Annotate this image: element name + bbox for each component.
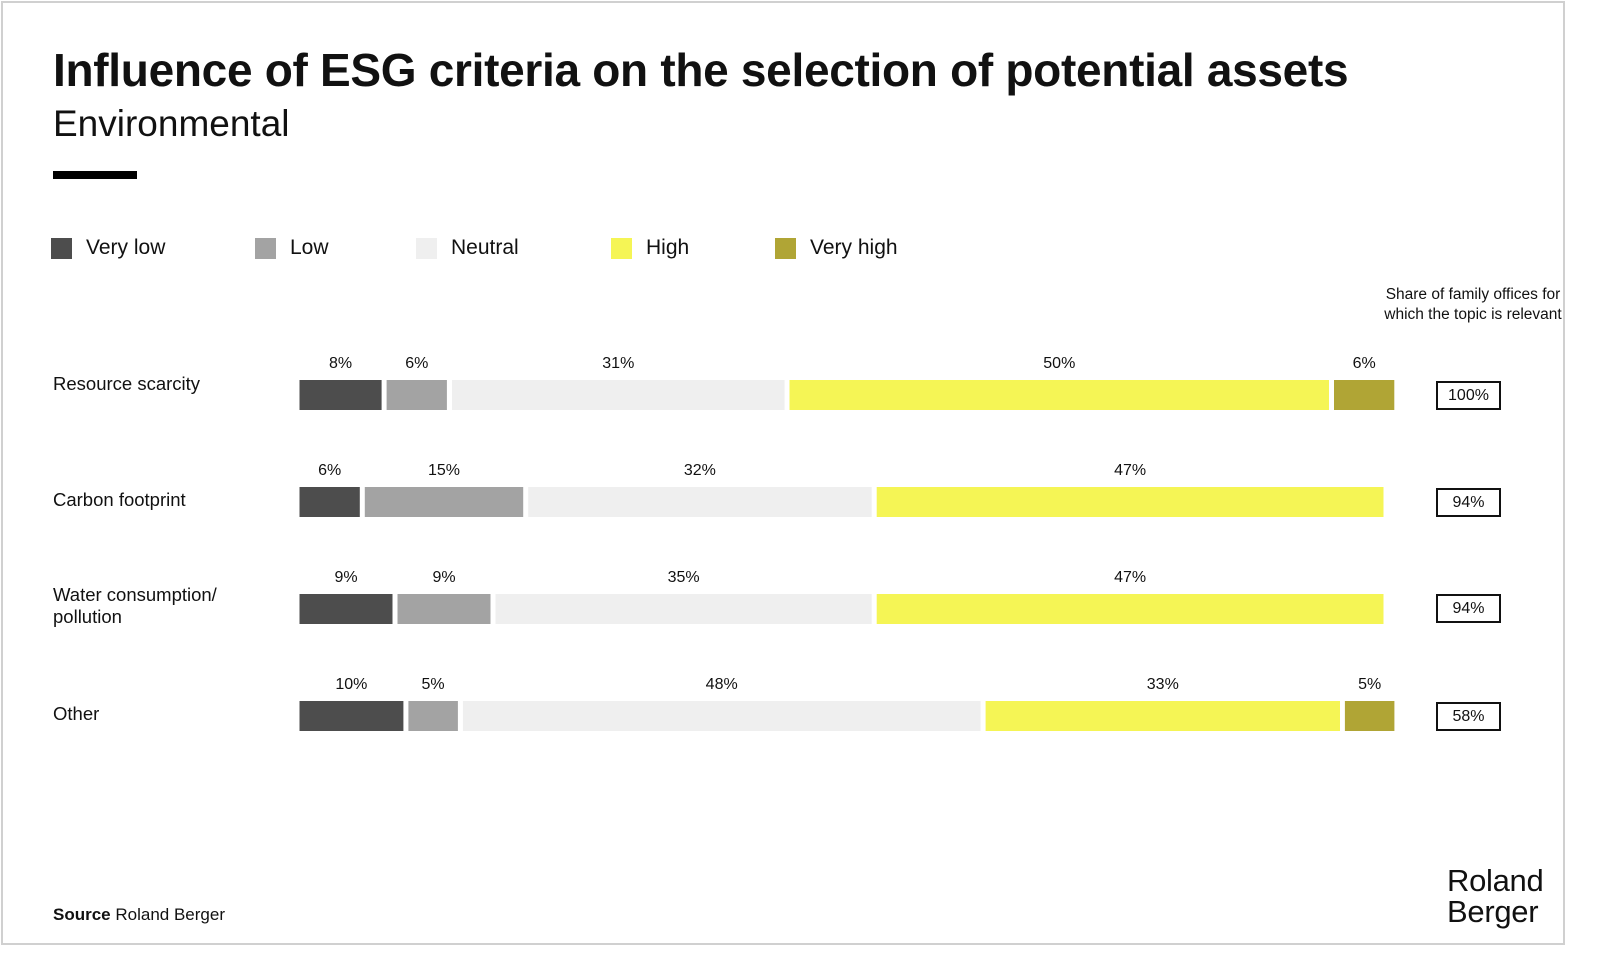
legend-item-very-low: Very low (51, 233, 165, 263)
legend-item-low: Low (255, 233, 329, 263)
bar-resource-scarcity-high (789, 380, 1329, 410)
row-label-other: Other (53, 703, 100, 724)
share-column-header: Share of family offices for which the to… (1384, 286, 1562, 323)
data-label-other-neutral: 48% (706, 676, 738, 693)
data-label-water-consumption-pollution-high: 47% (1114, 569, 1146, 586)
share-value-water-consumption: 94% (1436, 594, 1501, 623)
data-label-resource-scarcity-high: 50% (1043, 355, 1075, 372)
data-label-water-consumption-pollution-neutral: 35% (668, 569, 700, 586)
row-label-carbon-footprint: Carbon footprint (53, 489, 186, 510)
legend-swatch-low (255, 237, 276, 259)
title-underline (53, 171, 137, 179)
bar-other-neutral (462, 701, 981, 731)
data-label-resource-scarcity-very-low: 8% (329, 355, 352, 372)
data-label-carbon-footprint-very-low: 6% (318, 462, 341, 479)
legend-item-neutral: Neutral (416, 233, 519, 263)
data-label-resource-scarcity-very-high: 6% (1353, 355, 1376, 372)
data-label-other-very-low: 10% (335, 676, 367, 693)
bar-water-consumption-pollution-low (397, 594, 491, 624)
bar-water-consumption-pollution-very-low (299, 594, 393, 624)
chart-subtitle: Environmental (53, 103, 290, 144)
data-label-other-very-high: 5% (1358, 676, 1381, 693)
legend-swatch-high (611, 237, 632, 259)
data-label-carbon-footprint-high: 47% (1114, 462, 1146, 479)
roland-berger-logo: Roland Berger (1447, 863, 1544, 929)
bar-resource-scarcity-very-high (1334, 380, 1395, 410)
share-value-resource-scarcity: 100% (1436, 381, 1501, 410)
data-label-resource-scarcity-low: 6% (405, 355, 428, 372)
data-label-carbon-footprint-neutral: 32% (684, 462, 716, 479)
bar-resource-scarcity-very-low (299, 380, 382, 410)
bar-other-very-high (1344, 701, 1395, 731)
bar-water-consumption-pollution-high (876, 594, 1384, 624)
data-label-other-high: 33% (1147, 676, 1179, 693)
stacked-bar-chart: 8% 6% 31% 50% 6% 6% 15% 32% 47% 9% 9% 35% 47% 10% 5% 48… (299, 355, 1395, 731)
legend-item-high: High (611, 233, 689, 263)
share-value-carbon-footprint: 94% (1436, 488, 1501, 517)
legend-label-neutral: Neutral (451, 236, 519, 259)
legend-label-very-low: Very low (86, 236, 166, 259)
bar-carbon-footprint-low (364, 487, 524, 517)
bar-other-very-low (299, 701, 404, 731)
data-label-water-consumption-pollution-low: 9% (432, 569, 455, 586)
bar-carbon-footprint-neutral (528, 487, 872, 517)
legend-label-very-high: Very high (810, 236, 898, 259)
data-label-resource-scarcity-neutral: 31% (602, 355, 634, 372)
legend-label-high: High (646, 236, 690, 259)
data-label-carbon-footprint-low: 15% (428, 462, 460, 479)
bar-resource-scarcity-neutral (452, 380, 785, 410)
legend-swatch-very-high (775, 237, 796, 259)
row-label-water-consumption: Water consumption/ pollution (53, 584, 217, 627)
legend-swatch-very-low (51, 237, 72, 259)
source-label: Source (53, 905, 111, 924)
bar-carbon-footprint-high (876, 487, 1384, 517)
data-label-water-consumption-pollution-very-low: 9% (334, 569, 357, 586)
legend-label-low: Low (290, 236, 329, 259)
legend-swatch-neutral (416, 237, 437, 259)
data-label-other-low: 5% (422, 676, 445, 693)
bar-resource-scarcity-low (386, 380, 447, 410)
chart-title: Influence of ESG criteria on the selecti… (53, 44, 1349, 96)
bar-other-low (408, 701, 458, 731)
bar-other-high (985, 701, 1340, 731)
bar-water-consumption-pollution-neutral (495, 594, 872, 624)
source-note: Source Roland Berger (53, 905, 225, 925)
source-text: Roland Berger (115, 905, 225, 924)
bar-carbon-footprint-very-low (299, 487, 360, 517)
row-label-resource-scarcity: Resource scarcity (53, 373, 201, 394)
legend-item-very-high: Very high (775, 233, 898, 263)
chart-frame: Influence of ESG criteria on the selecti… (1, 1, 1565, 945)
share-value-other: 58% (1436, 702, 1501, 731)
